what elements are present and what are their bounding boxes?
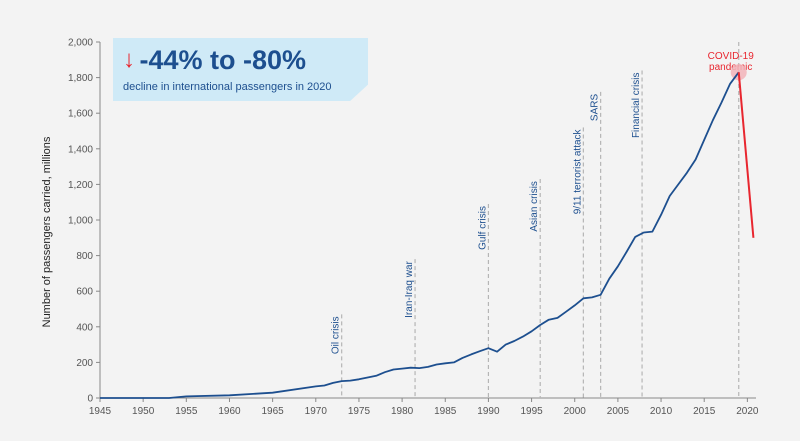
y-tick-label: 1,800 bbox=[68, 73, 93, 84]
event-label: Gulf crisis bbox=[477, 206, 488, 250]
y-tick-label: 1,400 bbox=[68, 144, 93, 155]
decline-line bbox=[737, 72, 755, 238]
x-tick-label: 2005 bbox=[607, 406, 630, 417]
x-tick-label: 1980 bbox=[391, 406, 414, 417]
x-tick-label: 2020 bbox=[736, 406, 759, 417]
covid-label: COVID-19 bbox=[708, 51, 755, 62]
y-tick-label: 1,600 bbox=[68, 109, 93, 120]
event-label: Financial crisis bbox=[631, 72, 642, 138]
callout-subtext: decline in international passengers in 2… bbox=[123, 81, 332, 93]
x-tick-label: 1945 bbox=[89, 406, 112, 417]
axes: 0 200 400 600 800 1,000 1,200 1,400 1,600 1,800 2,… bbox=[68, 38, 759, 418]
x-tick-label: 2010 bbox=[650, 406, 673, 417]
y-tick-label: 800 bbox=[76, 251, 93, 262]
series bbox=[100, 64, 755, 399]
x-tick-label: 1950 bbox=[132, 406, 155, 417]
x-tick-label: 2015 bbox=[693, 406, 716, 417]
y-tick-label: 200 bbox=[76, 358, 93, 369]
y-tick-label: 1,200 bbox=[68, 180, 93, 191]
event-label: Oil crisis bbox=[331, 316, 342, 354]
event-label: Iran-Iraq war bbox=[404, 260, 415, 317]
down-arrow-icon: ↓ bbox=[123, 46, 135, 73]
y-tick-label: 400 bbox=[76, 322, 93, 333]
decline-callout: ↓ -44% to -80% decline in international … bbox=[113, 38, 368, 101]
x-tick-label: 1965 bbox=[262, 406, 285, 417]
event-label: Asian crisis bbox=[529, 181, 540, 232]
y-tick-label: 0 bbox=[87, 394, 93, 405]
x-tick-label: 1955 bbox=[175, 406, 198, 417]
x-tick-label: 1995 bbox=[520, 406, 543, 417]
x-tick-label: 1990 bbox=[477, 406, 500, 417]
event-label: SARS bbox=[590, 94, 601, 122]
callout-headline: -44% to -80% bbox=[139, 45, 307, 75]
event-label: 9/11 terrorist attack bbox=[572, 128, 583, 214]
x-tick-label: 1970 bbox=[305, 406, 328, 417]
event-markers: Oil crisis Iran-Iraq war Gulf crisis Asian … bbox=[331, 42, 755, 398]
passenger-series-line bbox=[100, 71, 740, 399]
y-axis-label: Number of passengers carried, millions bbox=[41, 136, 53, 327]
x-tick-label: 2000 bbox=[564, 406, 587, 417]
y-tick-label: 600 bbox=[76, 287, 93, 298]
y-tick-label: 2,000 bbox=[68, 38, 93, 49]
x-tick-label: 1960 bbox=[218, 406, 241, 417]
x-tick-label: 1985 bbox=[434, 406, 457, 417]
covid-label: pandemic bbox=[709, 62, 752, 73]
y-tick-label: 1,000 bbox=[68, 216, 93, 227]
x-tick-label: 1975 bbox=[348, 406, 371, 417]
